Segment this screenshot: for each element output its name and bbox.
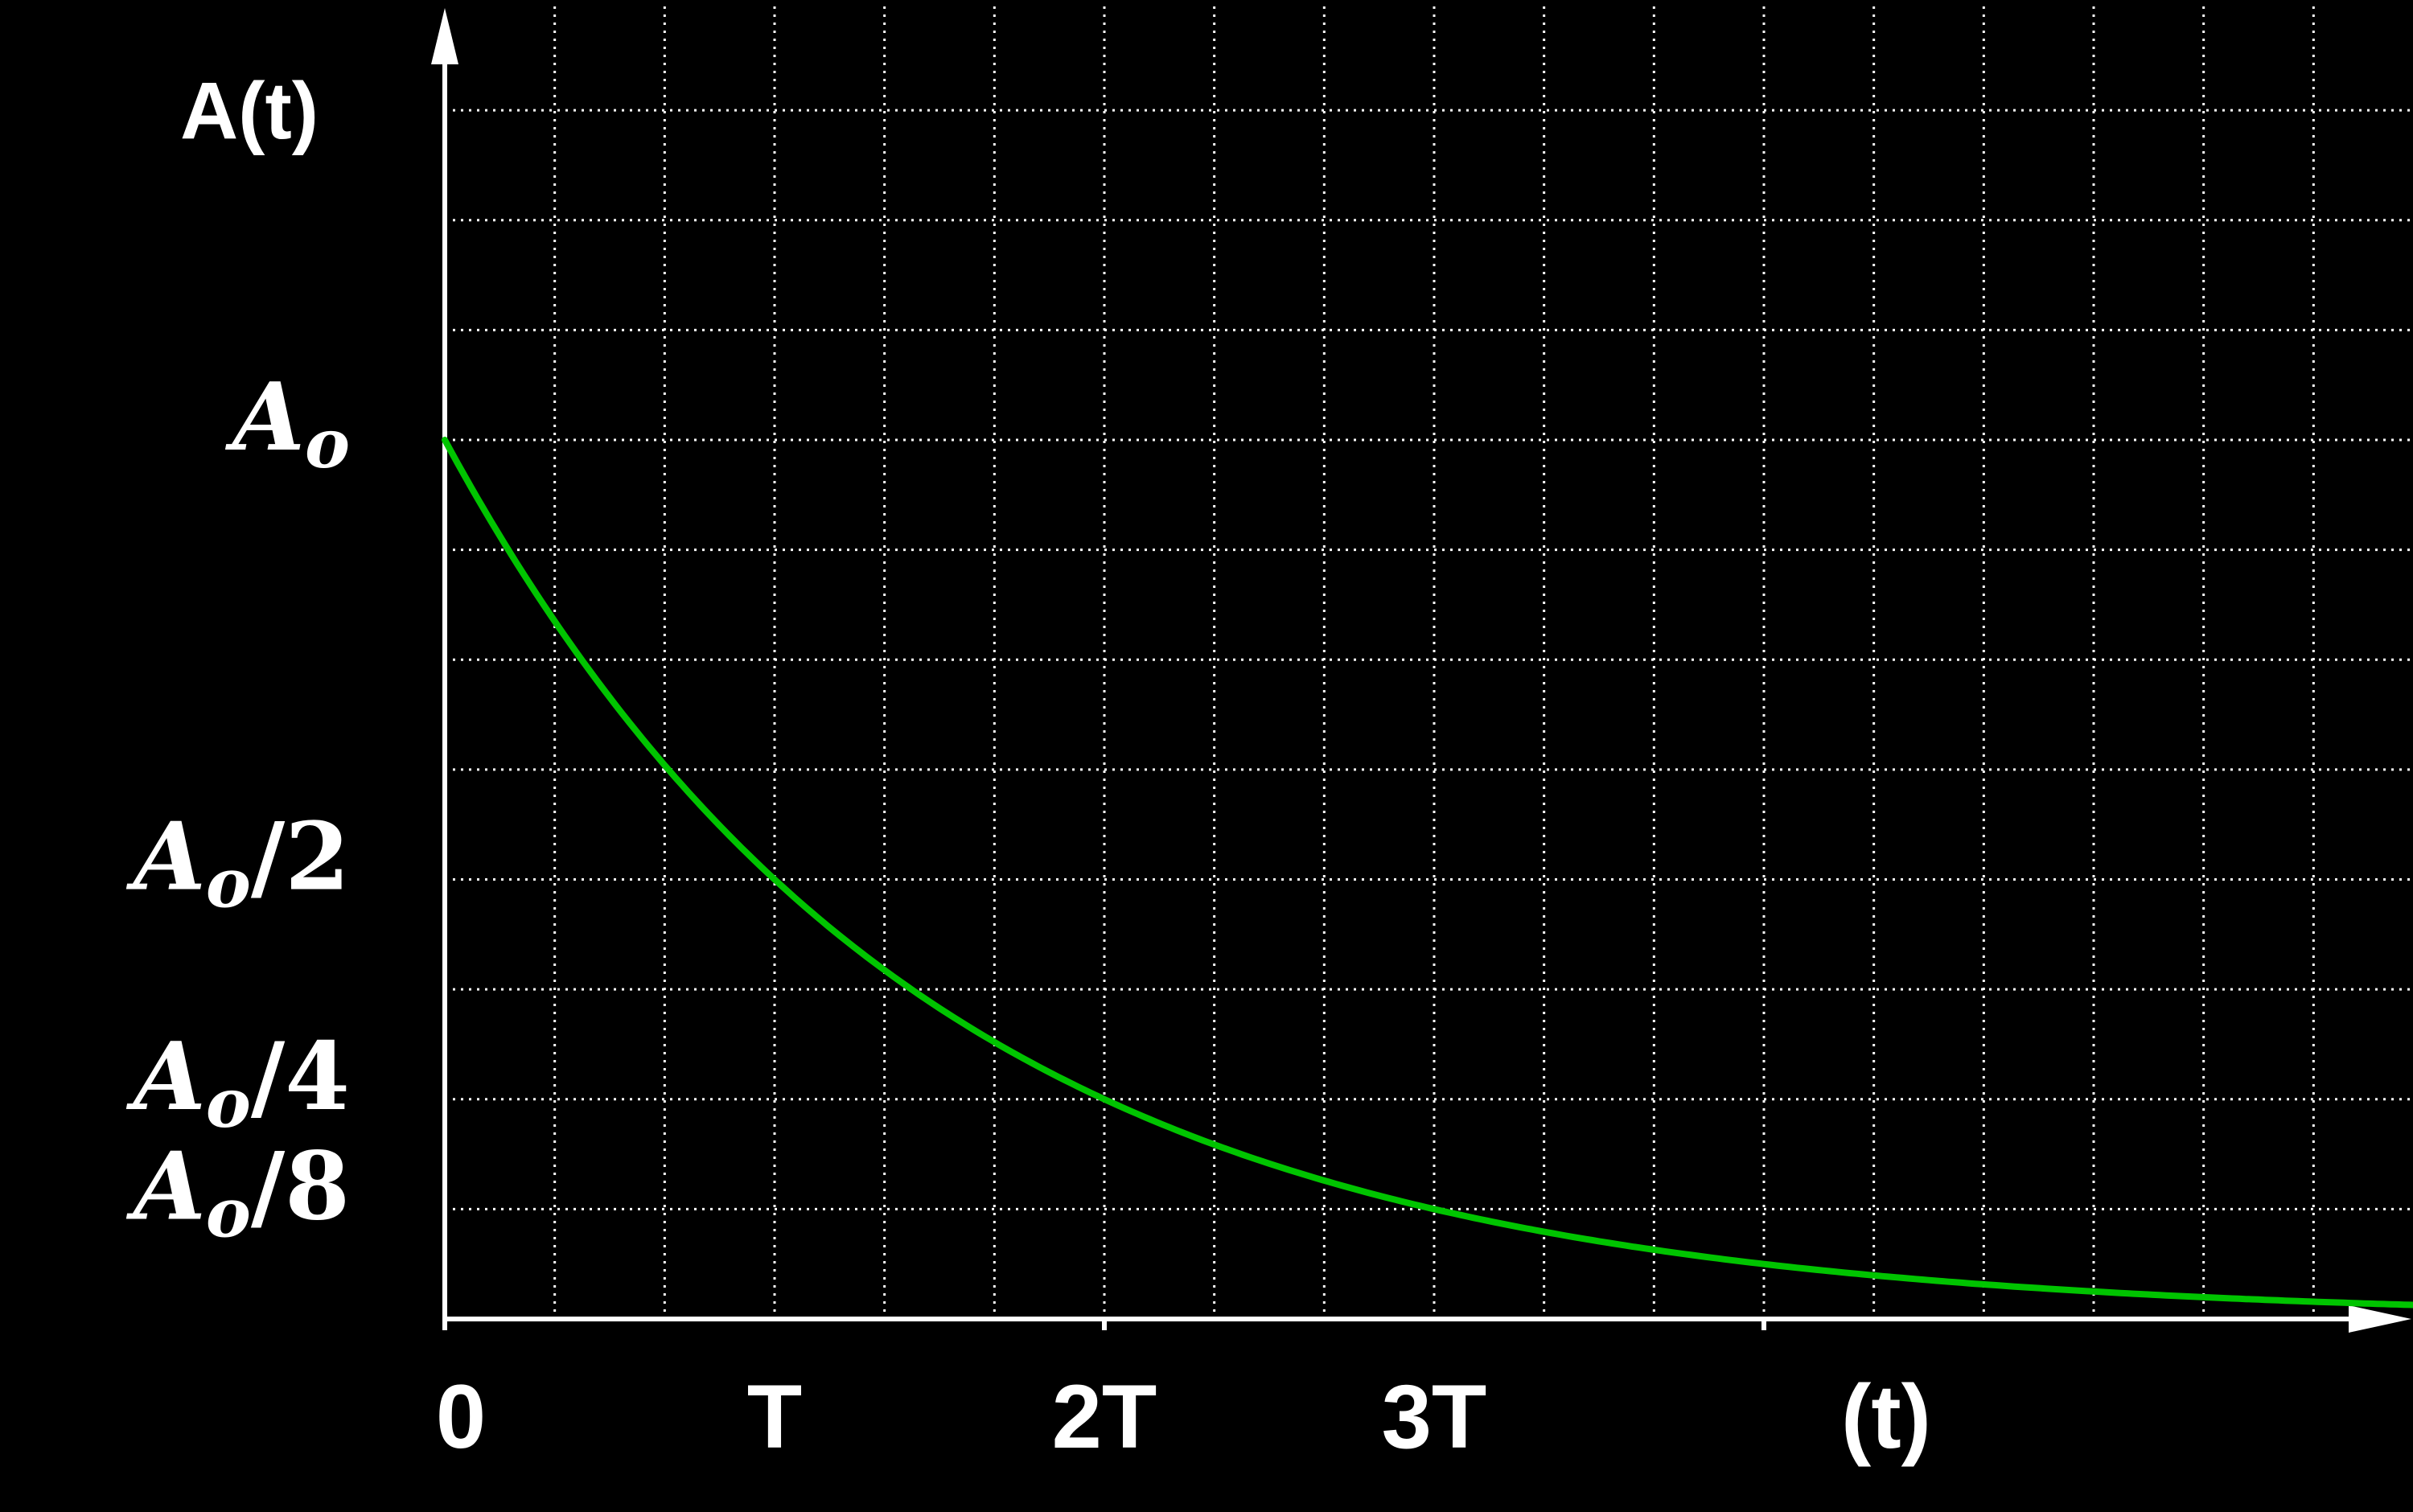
x-tick-label: T [747, 1366, 802, 1467]
x-axis-arrowhead [2349, 1305, 2411, 1333]
y-tick-label: Ao/2 [125, 803, 350, 923]
y-axis-arrowhead [431, 8, 458, 64]
y-tick-label: Ao/8 [125, 1132, 350, 1252]
axes [431, 8, 2411, 1333]
y-tick-label: Ao/4 [125, 1022, 350, 1143]
y-axis-label: A(t) [180, 66, 319, 156]
x-tick-label: 2T [1052, 1366, 1157, 1467]
y-tick-label: Ao [224, 363, 350, 483]
x-tick-label: 3T [1382, 1366, 1487, 1467]
decay-curve [442, 437, 2413, 1309]
x-axis-label: (t) [1841, 1366, 1931, 1467]
x-tick-labels: 0 T 2T 3T [436, 1366, 1487, 1467]
y-tick-labels: Ao Ao/2 Ao/4Ao/8 [125, 363, 350, 1252]
x-tick-marks [442, 1319, 1766, 1330]
x-tick-label: 0 [436, 1366, 486, 1467]
grid [445, 6, 2413, 1319]
